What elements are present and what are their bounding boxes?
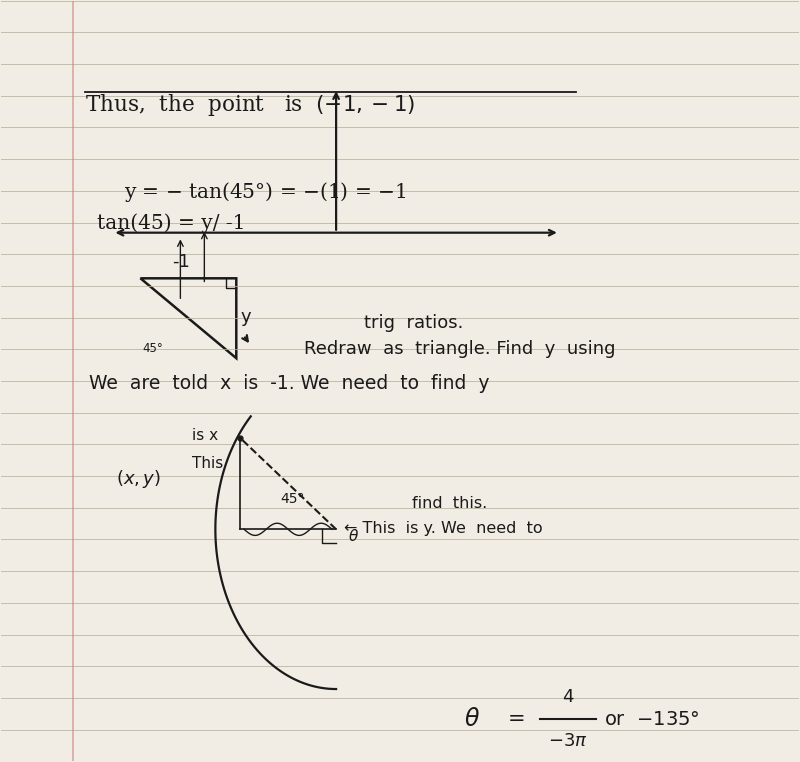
Text: tan(45) = y/ -1: tan(45) = y/ -1: [97, 213, 245, 233]
Text: $\theta$: $\theta$: [348, 528, 359, 544]
Text: trig  ratios.: trig ratios.: [364, 314, 463, 331]
Text: 45°: 45°: [143, 342, 163, 355]
Text: y = $-$ tan(45°) = $-$(1) = $-$1: y = $-$ tan(45°) = $-$(1) = $-$1: [125, 181, 406, 204]
Text: $\theta$: $\theta$: [464, 708, 480, 731]
Text: $-3\pi$: $-3\pi$: [548, 732, 587, 750]
Text: find  this.: find this.: [412, 496, 487, 511]
Text: 45°: 45°: [280, 491, 305, 506]
Text: =: =: [508, 709, 526, 729]
Text: 4: 4: [562, 687, 574, 706]
Text: is x: is x: [192, 427, 218, 443]
Text: This: This: [192, 456, 224, 472]
Text: y: y: [240, 308, 251, 325]
Text: Thus,  the  point   is  $(-1, -1)$: Thus, the point is $(-1, -1)$: [85, 92, 415, 118]
Text: or  $-135°$: or $-135°$: [604, 710, 699, 729]
Text: ← This  is y. We  need  to: ← This is y. We need to: [344, 521, 542, 536]
Text: We  are  told  x  is  -1. We  need  to  find  y: We are told x is -1. We need to find y: [89, 373, 489, 392]
Text: $(x, y)$: $(x, y)$: [117, 468, 162, 490]
Text: Redraw  as  triangle. Find  y  using: Redraw as triangle. Find y using: [304, 341, 616, 358]
Text: -1: -1: [172, 253, 190, 271]
